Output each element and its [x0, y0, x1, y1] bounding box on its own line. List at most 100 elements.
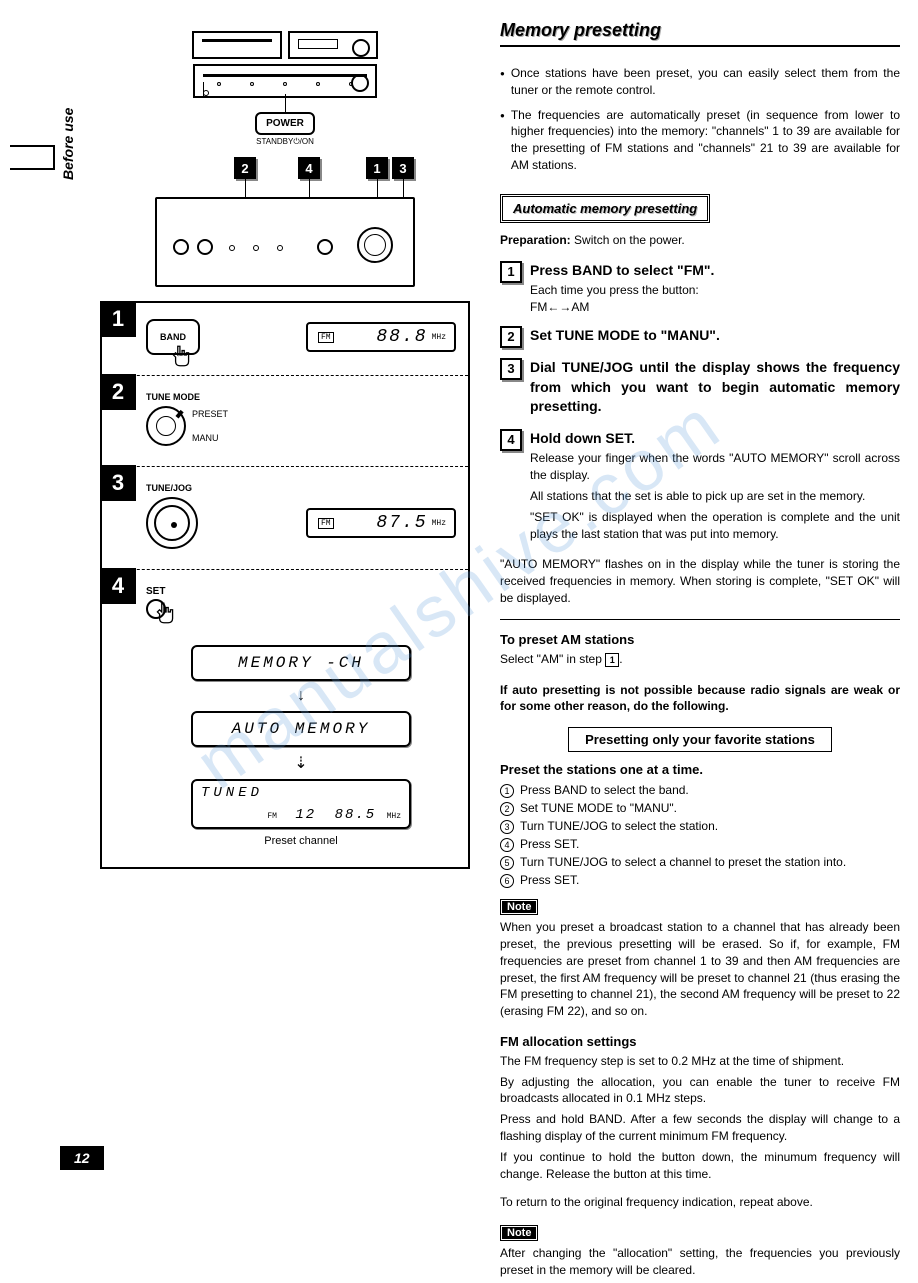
side-marker	[10, 145, 55, 170]
step-1-heading: Press BAND to select "FM".	[530, 261, 900, 281]
callout-1: 1	[366, 157, 388, 179]
page-number: 12	[60, 1146, 104, 1170]
if-not-possible: If auto presetting is not possible becau…	[500, 682, 900, 716]
preset-item-2: Set TUNE MODE to "MANU".	[500, 799, 900, 817]
preset-one-list: Press BAND to select the band. Set TUNE …	[500, 781, 900, 889]
step-4-heading: Hold down SET.	[530, 429, 900, 449]
preparation-line: Preparation: Switch on the power.	[500, 233, 900, 247]
step-number-3: 3	[100, 465, 136, 501]
freq-unit: MHz	[432, 333, 446, 342]
display-step1: FM 88.8 MHz	[306, 322, 456, 352]
step-1-line1: Each time you press the button:	[530, 282, 900, 299]
right-column: Memory presetting Once stations have bee…	[500, 20, 900, 1283]
para-auto-memory: "AUTO MEMORY" flashes on in the display …	[500, 556, 900, 606]
note-badge-2: Note	[500, 1225, 538, 1241]
step-number-2: 2	[100, 374, 136, 410]
tuned-freq: 88.5	[335, 807, 377, 823]
unit-tape	[288, 31, 378, 59]
step-1-line2: FM←→AM	[530, 299, 900, 316]
fm-alloc-p4: If you continue to hold the button down,…	[500, 1149, 900, 1183]
step-3: 3 Dial TUNE/JOG until the display shows …	[500, 358, 900, 419]
power-button-illustration: POWER	[255, 112, 315, 135]
display-memory-ch: MEMORY -CH	[191, 645, 411, 681]
display-tuned: TUNED FM 12 88.5 MHz	[191, 779, 411, 829]
standby-label: STANDBY⏻/ON	[100, 137, 470, 147]
step-badge-2: 2	[500, 326, 522, 348]
step-4-p1: Release your finger when the words "AUTO…	[530, 450, 900, 484]
preset-item-1: Press BAND to select the band.	[500, 781, 900, 799]
knob-labels: PRESET MANU	[192, 409, 228, 443]
section-automatic-memory: Automatic memory presetting	[500, 194, 710, 223]
step-badge-4: 4	[500, 429, 522, 451]
step-4-p2: All stations that the set is able to pic…	[530, 488, 900, 505]
fm-alloc-p3: Press and hold BAND. After a few seconds…	[500, 1111, 900, 1145]
step-panel: 1 BAND FM 88.8 MHz 2 TUNE MODE	[100, 301, 470, 869]
step-4-p3: "SET OK" is displayed when the operation…	[530, 509, 900, 543]
main-unit-illustration	[155, 197, 415, 287]
inline-step-ref-1: 1	[605, 653, 619, 667]
tuned-ch: 12	[295, 807, 316, 823]
step-number-4: 4	[100, 568, 136, 604]
step-2: 2 Set TUNE MODE to "MANU".	[500, 326, 900, 348]
band-indicator-3: FM	[318, 518, 334, 529]
page-title: Memory presetting	[500, 20, 900, 47]
tune-jog-knob	[146, 497, 198, 549]
down-arrow-2: ⇣	[146, 753, 456, 773]
set-label: SET	[146, 586, 456, 597]
preset-item-5: Turn TUNE/JOG to select a channel to pre…	[500, 853, 900, 871]
preset-item-3: Turn TUNE/JOG to select the station.	[500, 817, 900, 835]
note-badge-1: Note	[500, 899, 538, 915]
freq-unit-3: MHz	[432, 519, 446, 528]
tune-mode-label: TUNE MODE	[146, 392, 456, 402]
fm-alloc-p2: By adjusting the allocation, you can ena…	[500, 1074, 900, 1108]
tune-mode-knob	[146, 406, 186, 446]
step-3-heading: Dial TUNE/JOG until the display shows th…	[530, 358, 900, 417]
step-block-3: 3 TUNE/JOG FM 87.5 MHz	[102, 466, 468, 569]
display-step3: FM 87.5 MHz	[306, 508, 456, 538]
display-auto-memory: AUTO MEMORY	[191, 711, 411, 747]
fm-alloc-p5: To return to the original frequency indi…	[500, 1194, 900, 1211]
to-preset-am-text: Select "AM" in step 1.	[500, 651, 900, 668]
section-favorite-stations: Presetting only your favorite stations	[568, 727, 832, 752]
side-tab: Before use	[60, 108, 76, 180]
callout-4: 4	[298, 157, 320, 179]
divider-1	[500, 619, 900, 620]
note-1-text: When you preset a broadcast station to a…	[500, 919, 900, 1020]
intro-bullet-2: The frequencies are automatically preset…	[500, 107, 900, 174]
preset-item-4: Press SET.	[500, 835, 900, 853]
intro-bullet-1: Once stations have been preset, you can …	[500, 65, 900, 99]
freq-value: 88.8	[376, 327, 427, 347]
preset-item-6: Press SET.	[500, 871, 900, 889]
preset-one-heading: Preset the stations one at a time.	[500, 762, 900, 777]
device-stack-illustration: POWER STANDBY⏻/ON	[100, 30, 470, 147]
step-block-2: 2 TUNE MODE PRESET MANU	[102, 375, 468, 466]
step-badge-3: 3	[500, 358, 522, 380]
callout-3: 3	[392, 157, 414, 179]
step-2-heading: Set TUNE MODE to "MANU".	[530, 326, 900, 346]
tuned-unit: MHz	[387, 812, 401, 821]
callout-2: 2	[234, 157, 256, 179]
fm-alloc-heading: FM allocation settings	[500, 1034, 900, 1049]
step-block-4: 4 SET MEMORY -CH ↓ AUTO MEMORY ⇣ TUNED F…	[102, 569, 468, 867]
fm-alloc-p1: The FM frequency step is set to 0.2 MHz …	[500, 1053, 900, 1070]
step-4: 4 Hold down SET. Release your finger whe…	[500, 429, 900, 547]
unit-amplifier	[193, 64, 377, 98]
band-indicator: FM	[318, 332, 334, 343]
to-preset-am-heading: To preset AM stations	[500, 632, 900, 647]
step-block-1: 1 BAND FM 88.8 MHz	[102, 303, 468, 375]
callout-badges: 2 4 1 3	[100, 157, 470, 197]
tuned-label: TUNED	[201, 785, 263, 801]
hand-icon-set	[152, 600, 178, 632]
down-arrow-1: ↓	[146, 687, 456, 705]
unit-cd	[192, 31, 282, 59]
freq-value-3: 87.5	[376, 513, 427, 533]
tuned-band: FM	[267, 812, 277, 821]
step-1: 1 Press BAND to select "FM". Each time y…	[500, 261, 900, 316]
step-number-1: 1	[100, 301, 136, 337]
preset-channel-caption: Preset channel	[146, 835, 456, 847]
left-column: POWER STANDBY⏻/ON 2 4 1 3 1 BAND	[100, 30, 470, 869]
hand-icon	[168, 343, 194, 375]
note-2-text: After changing the "allocation" setting,…	[500, 1245, 900, 1279]
step-badge-1: 1	[500, 261, 522, 283]
tune-jog-label: TUNE/JOG	[146, 483, 456, 493]
